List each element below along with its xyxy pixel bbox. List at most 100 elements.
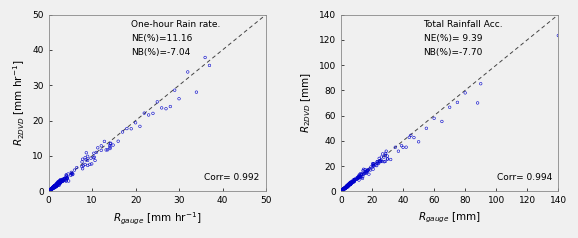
Point [369, 167, 378, 171]
Point [338, 188, 347, 192]
Point [47, 187, 56, 191]
Point [50, 184, 59, 188]
Point [46, 188, 55, 192]
Point [368, 162, 377, 166]
Point [340, 187, 349, 190]
Point [337, 189, 346, 193]
Point [47, 187, 57, 190]
Point [461, 91, 470, 95]
Point [49, 184, 58, 188]
Point [338, 188, 347, 192]
Point [45, 189, 54, 193]
Point [48, 186, 57, 190]
Point [46, 188, 55, 192]
Point [62, 176, 72, 180]
Point [53, 182, 62, 186]
Point [55, 179, 64, 183]
Point [45, 189, 54, 193]
Point [46, 188, 55, 192]
Point [354, 175, 364, 178]
Point [338, 188, 347, 192]
Point [346, 181, 355, 185]
Point [339, 187, 349, 191]
Point [338, 188, 347, 192]
X-axis label: $R_{gauge}$ [mm]: $R_{gauge}$ [mm] [418, 211, 481, 225]
Point [45, 189, 54, 193]
Point [44, 189, 53, 193]
Point [438, 119, 447, 123]
Point [354, 176, 363, 180]
Point [338, 188, 347, 192]
Point [340, 187, 349, 190]
Point [342, 185, 351, 189]
Point [48, 186, 57, 190]
Point [353, 176, 362, 179]
Point [47, 187, 56, 190]
Point [54, 183, 64, 187]
Point [48, 186, 57, 190]
Point [50, 185, 60, 189]
Point [336, 189, 346, 193]
Point [339, 187, 348, 191]
Point [342, 184, 351, 188]
Point [47, 188, 56, 191]
Point [51, 184, 61, 188]
Point [336, 189, 346, 193]
Point [45, 189, 54, 193]
Point [45, 189, 54, 193]
Point [50, 184, 60, 188]
Point [346, 182, 355, 186]
Point [68, 172, 77, 176]
Point [343, 184, 352, 188]
Point [49, 186, 58, 190]
Point [118, 130, 127, 134]
Text: NE(%)= 9.39: NE(%)= 9.39 [424, 34, 482, 43]
Point [45, 189, 54, 193]
Point [102, 148, 111, 152]
Point [350, 178, 359, 182]
Point [50, 185, 59, 189]
Point [66, 174, 75, 177]
Point [97, 144, 106, 148]
Point [346, 182, 355, 186]
Point [349, 179, 358, 183]
Point [375, 157, 384, 160]
Point [50, 185, 60, 188]
Point [45, 189, 54, 193]
Point [346, 181, 355, 185]
Point [338, 188, 347, 192]
Point [339, 187, 349, 191]
Point [90, 155, 99, 159]
Point [371, 163, 380, 167]
Point [57, 178, 66, 181]
Point [53, 182, 62, 186]
Point [340, 186, 350, 190]
Point [362, 169, 372, 173]
Point [46, 188, 55, 192]
Point [58, 179, 67, 183]
Point [381, 159, 390, 163]
Point [49, 185, 58, 189]
Point [379, 155, 388, 159]
Point [346, 182, 355, 186]
Point [47, 187, 56, 190]
Point [422, 126, 431, 130]
Point [339, 187, 349, 191]
Point [336, 189, 346, 193]
Point [343, 184, 352, 188]
Point [45, 189, 54, 193]
Point [53, 182, 62, 186]
Point [170, 88, 179, 92]
Point [342, 185, 351, 189]
Point [45, 188, 54, 192]
Point [50, 185, 60, 189]
Point [340, 186, 350, 190]
Point [46, 188, 55, 192]
Point [48, 186, 57, 190]
Point [52, 183, 61, 187]
Point [353, 177, 362, 181]
Point [57, 180, 66, 184]
Point [45, 189, 54, 193]
Point [68, 171, 77, 175]
Point [47, 188, 56, 191]
